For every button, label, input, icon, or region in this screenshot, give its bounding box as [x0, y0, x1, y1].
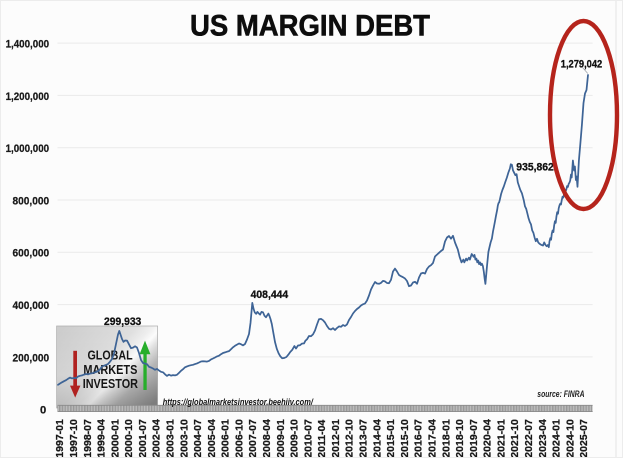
- svg-text:2019-07: 2019-07: [468, 419, 480, 458]
- svg-text:2015-10: 2015-10: [399, 419, 411, 458]
- svg-text:2024-01: 2024-01: [551, 419, 563, 458]
- svg-text:2005-04: 2005-04: [206, 419, 218, 458]
- svg-text:2007-07: 2007-07: [247, 419, 259, 458]
- svg-text:2003-10: 2003-10: [178, 419, 190, 458]
- svg-text:2014-04: 2014-04: [371, 419, 383, 458]
- svg-text:1997-01: 1997-01: [54, 419, 66, 458]
- svg-text:400,000: 400,000: [13, 300, 50, 312]
- svg-text:2023-04: 2023-04: [537, 419, 549, 458]
- svg-text:source: FINRA: source: FINRA: [537, 389, 584, 400]
- svg-text:GLOBAL: GLOBAL: [88, 348, 133, 363]
- svg-text:2006-10: 2006-10: [233, 419, 245, 458]
- svg-text:INVESTOR: INVESTOR: [83, 376, 138, 391]
- svg-text:https://globalmarketsinvestor.: https://globalmarketsinvestor.beehiiv.co…: [163, 397, 314, 407]
- svg-text:2021-01: 2021-01: [495, 419, 507, 458]
- svg-text:1998-07: 1998-07: [82, 419, 94, 458]
- svg-text:2002-04: 2002-04: [151, 419, 163, 458]
- svg-text:2021-10: 2021-10: [509, 419, 521, 458]
- svg-text:0: 0: [40, 405, 46, 417]
- svg-text:2015-01: 2015-01: [385, 419, 397, 458]
- svg-text:2018-01: 2018-01: [440, 419, 452, 458]
- svg-text:935,862: 935,862: [516, 161, 554, 173]
- svg-text:2010-07: 2010-07: [302, 419, 314, 458]
- svg-text:2008-04: 2008-04: [261, 419, 273, 458]
- svg-text:2001-07: 2001-07: [137, 419, 149, 458]
- svg-text:299,933: 299,933: [104, 316, 141, 328]
- svg-text:408,444: 408,444: [251, 289, 289, 301]
- svg-text:1997-10: 1997-10: [68, 419, 80, 458]
- svg-text:2016-07: 2016-07: [413, 419, 425, 458]
- svg-text:2012-01: 2012-01: [330, 419, 342, 458]
- svg-text:600,000: 600,000: [13, 248, 50, 260]
- svg-text:800,000: 800,000: [13, 195, 50, 207]
- svg-text:2009-10: 2009-10: [289, 419, 301, 458]
- svg-text:2022-07: 2022-07: [523, 419, 535, 458]
- svg-text:2018-10: 2018-10: [454, 419, 466, 458]
- svg-text:2004-07: 2004-07: [192, 419, 204, 458]
- svg-text:2000-01: 2000-01: [109, 419, 121, 458]
- svg-text:2024-10: 2024-10: [564, 419, 576, 458]
- svg-text:MARKETS: MARKETS: [83, 362, 137, 377]
- svg-text:2017-04: 2017-04: [427, 419, 439, 458]
- svg-text:2006-01: 2006-01: [220, 419, 232, 458]
- svg-text:1,279,042: 1,279,042: [561, 58, 602, 70]
- svg-text:1,200,000: 1,200,000: [6, 91, 50, 103]
- svg-text:2009-01: 2009-01: [275, 419, 287, 458]
- svg-text:2012-10: 2012-10: [344, 419, 356, 458]
- svg-text:US MARGIN DEBT: US MARGIN DEBT: [190, 9, 430, 42]
- svg-text:2013-07: 2013-07: [358, 419, 370, 458]
- svg-text:1,400,000: 1,400,000: [6, 39, 50, 51]
- svg-text:1999-04: 1999-04: [96, 419, 108, 458]
- svg-text:200,000: 200,000: [13, 352, 50, 364]
- svg-text:2011-04: 2011-04: [316, 420, 328, 458]
- svg-text:2000-10: 2000-10: [123, 419, 135, 458]
- svg-text:2003-01: 2003-01: [165, 419, 177, 458]
- svg-text:2020-04: 2020-04: [482, 419, 494, 458]
- svg-text:2025-07: 2025-07: [578, 419, 590, 458]
- svg-text:1,000,000: 1,000,000: [6, 143, 50, 155]
